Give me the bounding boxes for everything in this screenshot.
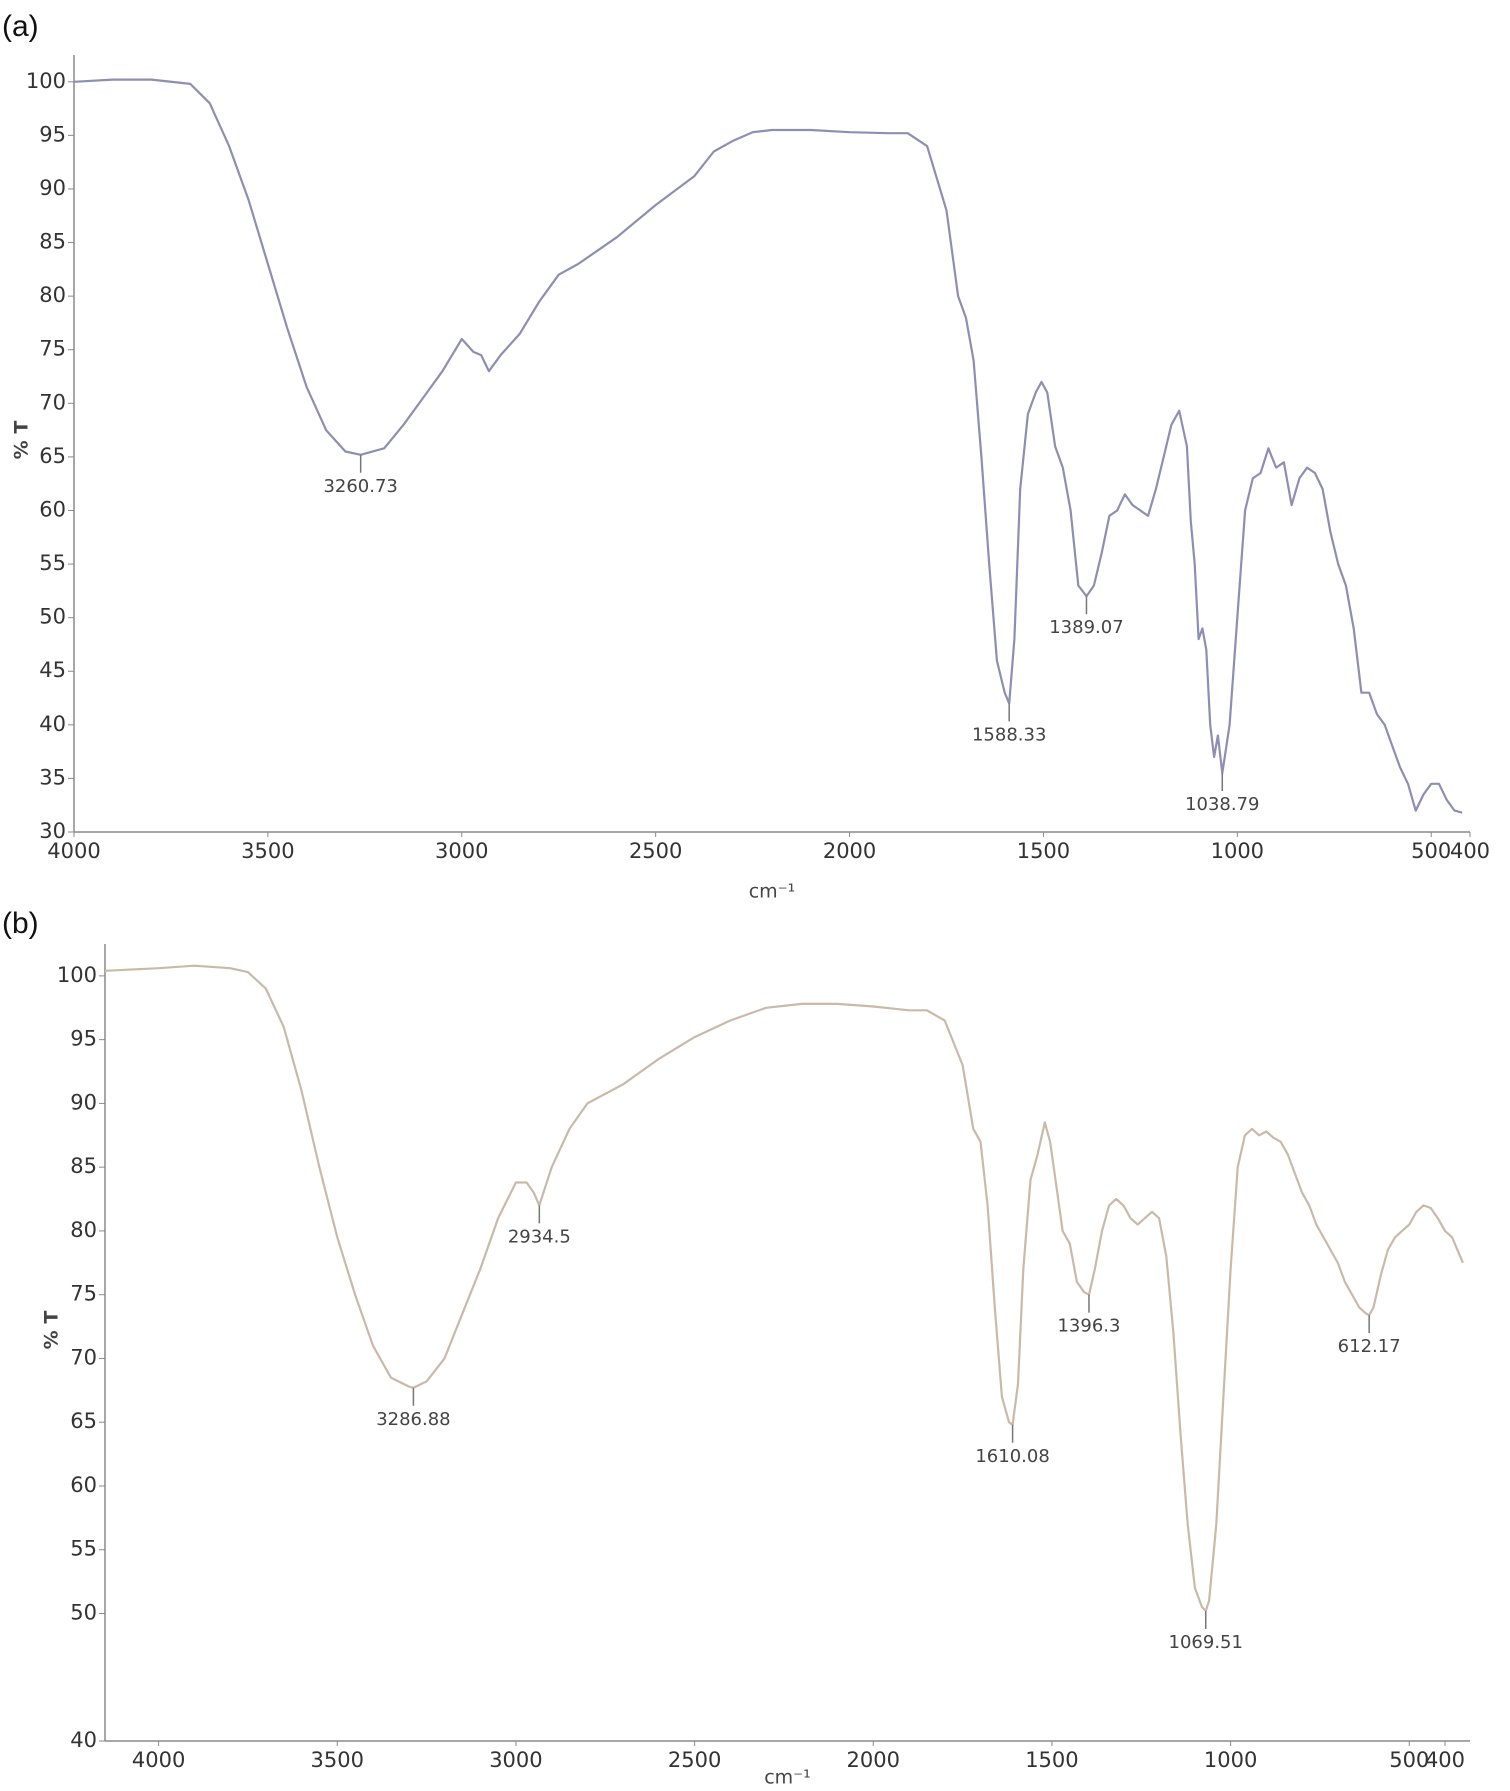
peak-label: 1610.08 — [975, 1446, 1049, 1467]
y-tick-label: 50 — [39, 605, 66, 629]
y-tick-label: 55 — [70, 1537, 97, 1561]
panel-label: (a) — [2, 10, 39, 43]
y-tick-label: 50 — [70, 1600, 97, 1624]
peak-label: 1396.3 — [1057, 1316, 1120, 1337]
y-tick-label: 60 — [39, 497, 66, 521]
peak-label: 612.17 — [1338, 1336, 1401, 1357]
y-tick-label: 80 — [70, 1218, 97, 1242]
x-tick-label: 3000 — [489, 1748, 542, 1772]
x-tick-label: 1500 — [1017, 839, 1070, 863]
x-tick-label: 2000 — [847, 1748, 900, 1772]
peak-label: 1038.79 — [1185, 794, 1259, 815]
peak-label: 3260.73 — [323, 476, 397, 497]
x-tick-label: 3000 — [435, 839, 488, 863]
peak-label: 2934.5 — [508, 1226, 571, 1247]
peak-label: 1389.07 — [1049, 617, 1123, 638]
x-tick-label: 400 — [1425, 1748, 1465, 1772]
spectrum-line — [104, 964, 1464, 1613]
y-tick-label: 75 — [39, 337, 66, 361]
spectrum-line — [73, 78, 1463, 814]
x-tick-label: 1000 — [1204, 1748, 1257, 1772]
y-tick-label: 45 — [39, 658, 66, 682]
y-tick-label: 65 — [70, 1409, 97, 1433]
peak-label: 1588.33 — [972, 724, 1046, 745]
y-tick-label: 100 — [26, 69, 66, 93]
y-tick-label: 75 — [70, 1282, 97, 1306]
y-tick-label: 65 — [39, 444, 66, 468]
y-tick-label: 90 — [39, 176, 66, 200]
y-tick-label: 80 — [39, 283, 66, 307]
y-tick-label: 95 — [70, 1027, 97, 1051]
peak-label: 3286.88 — [376, 1409, 450, 1430]
y-tick-label: 70 — [39, 390, 66, 414]
x-tick-label: 3500 — [311, 1748, 364, 1772]
x-tick-label: 4000 — [47, 839, 100, 863]
y-tick-label: 85 — [39, 230, 66, 254]
y-tick-label: 30 — [39, 819, 66, 843]
y-tick-label: 70 — [70, 1345, 97, 1369]
y-tick-label: 40 — [70, 1728, 97, 1752]
x-tick-label: 3500 — [241, 839, 294, 863]
x-axis-title: cm⁻¹ — [764, 1767, 811, 1789]
y-axis-title: % T — [41, 1311, 63, 1350]
y-axis-title: % T — [11, 421, 33, 460]
x-tick-label: 500 — [1389, 1748, 1429, 1772]
y-tick-label: 100 — [57, 963, 97, 987]
x-tick-label: 400 — [1450, 839, 1490, 863]
x-tick-label: 4000 — [132, 1748, 185, 1772]
y-tick-label: 55 — [39, 551, 66, 575]
panel-label: (b) — [2, 907, 39, 940]
x-tick-label: 1500 — [1025, 1748, 1078, 1772]
y-tick-label: 60 — [70, 1473, 97, 1497]
y-tick-label: 35 — [39, 765, 66, 789]
x-tick-label: 1000 — [1211, 839, 1264, 863]
y-tick-label: 40 — [39, 712, 66, 736]
y-tick-label: 90 — [70, 1090, 97, 1114]
peak-label: 1069.51 — [1169, 1632, 1243, 1653]
y-tick-label: 85 — [70, 1154, 97, 1178]
x-tick-label: 2500 — [668, 1748, 721, 1772]
x-tick-label: 2500 — [629, 839, 682, 863]
x-axis-title: cm⁻¹ — [749, 881, 796, 903]
y-tick-label: 95 — [39, 122, 66, 146]
x-tick-label: 2000 — [823, 839, 876, 863]
x-tick-label: 500 — [1411, 839, 1451, 863]
